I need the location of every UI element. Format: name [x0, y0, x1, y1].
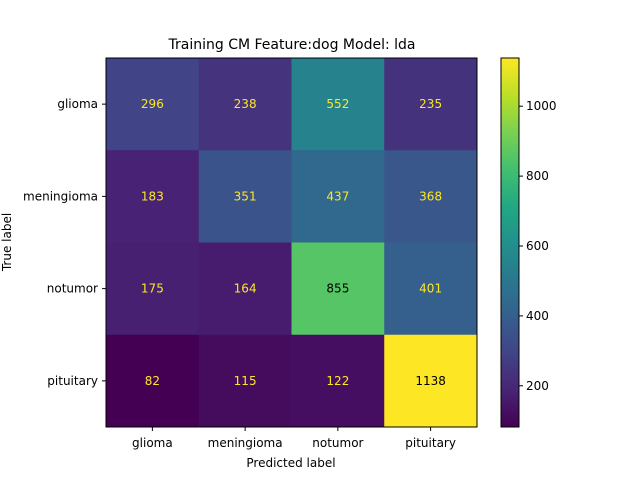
colorbar-tick-label: 400 [526, 309, 549, 323]
heatmap-cell [384, 334, 478, 428]
colorbar-tick-label: 600 [526, 239, 549, 253]
x-axis-ticks: glioma meningioma notumor pituitary [132, 427, 456, 450]
cell-value-label: 368 [419, 189, 442, 203]
heatmap-cell [198, 242, 292, 336]
colorbar-ticks: 200 400 600 800 1000 [519, 99, 557, 393]
y-axis-ticks: glioma meningioma notumor pituitary [23, 97, 106, 388]
cell-value-label: 175 [141, 282, 164, 296]
y-tick-label: meningioma [23, 189, 98, 203]
heatmap-cell [291, 58, 385, 151]
x-tick-label: notumor [312, 436, 363, 450]
heatmap-cell [198, 150, 292, 243]
y-axis-label: True label [0, 213, 14, 272]
x-tick-label: glioma [132, 436, 173, 450]
cell-value-label: 235 [419, 97, 442, 111]
cell-value-label: 183 [141, 189, 164, 203]
colorbar-tick-label: 800 [526, 169, 549, 183]
heatmap-cell [384, 58, 478, 151]
heatmap-cell [106, 242, 200, 336]
cell-value-label: 401 [419, 282, 442, 296]
heatmap-cells [106, 58, 478, 428]
x-axis-label: Predicted label [246, 456, 335, 470]
heatmap-cell [198, 334, 292, 428]
colorbar [500, 57, 520, 428]
y-tick-label: glioma [57, 97, 98, 111]
colorbar-tick-label: 200 [526, 379, 549, 393]
colorbar-tick-label: 1000 [526, 99, 557, 113]
heatmap-cell [198, 58, 292, 151]
plot-frame [105, 57, 478, 428]
cell-value-label: 1138 [415, 374, 446, 388]
y-tick-label: notumor [47, 282, 98, 296]
heatmap-cell [384, 150, 478, 243]
cell-value-label: 82 [145, 374, 160, 388]
heatmap-cell [106, 58, 200, 151]
heatmap-cell [291, 334, 385, 428]
y-tick-label: pituitary [47, 374, 98, 388]
chart-title: Training CM Feature:dog Model: lda [168, 37, 416, 53]
heatmap-cell [106, 334, 200, 428]
cell-value-label: 115 [234, 374, 257, 388]
cell-value-label: 437 [326, 189, 349, 203]
cell-value-label: 122 [326, 374, 349, 388]
x-tick-label: pituitary [405, 436, 456, 450]
cell-value-label: 351 [234, 189, 257, 203]
cell-value-label: 164 [234, 282, 257, 296]
heatmap-cell [106, 150, 200, 243]
cell-value-label: 296 [141, 97, 164, 111]
heatmap-cell [384, 242, 478, 336]
x-tick-label: meningioma [208, 436, 283, 450]
heatmap-cell-labels: 296 238 552 235 183 351 437 368 175 164 855 401 82 11… [141, 97, 446, 388]
heatmap-cell [291, 242, 385, 336]
heatmap-cell [291, 150, 385, 243]
cell-value-label: 855 [326, 282, 349, 296]
cell-value-label: 552 [326, 97, 349, 111]
cell-value-label: 238 [234, 97, 257, 111]
